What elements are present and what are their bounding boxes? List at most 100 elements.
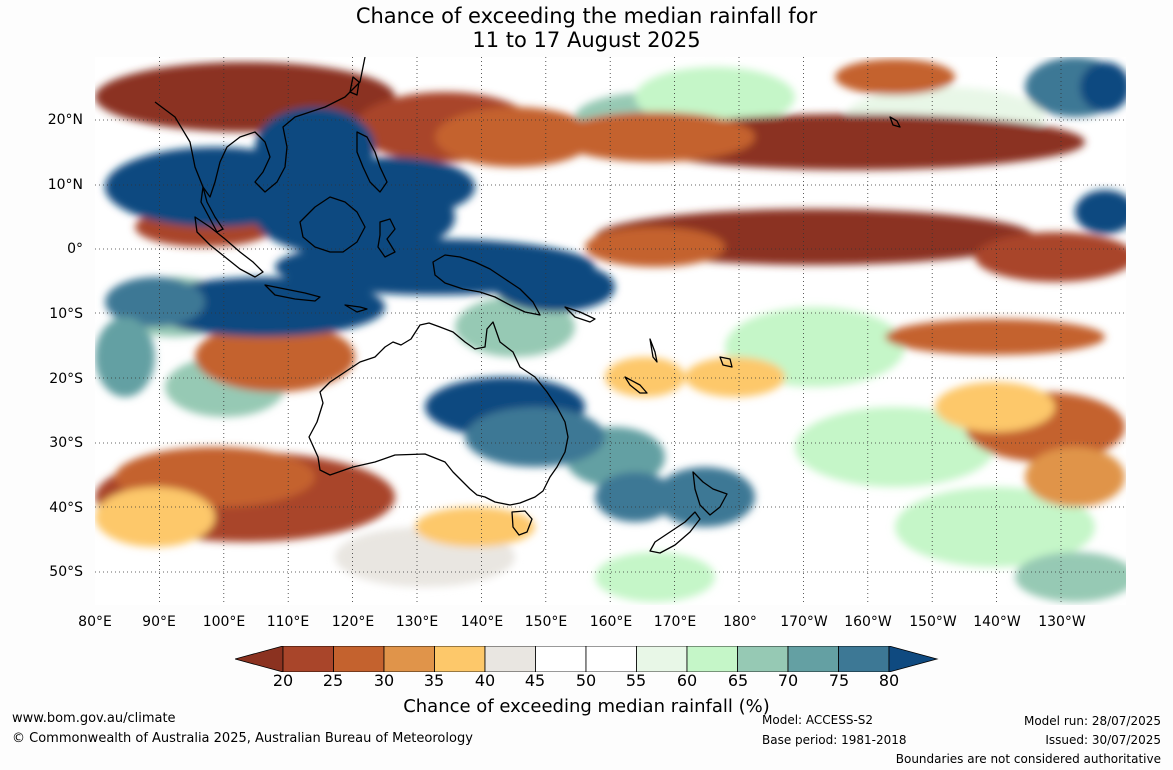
wet-patch bbox=[495, 262, 615, 312]
dry-patch bbox=[95, 487, 215, 547]
wet-patch bbox=[95, 317, 155, 397]
lon-label-130e: 130°E bbox=[395, 614, 439, 630]
colorbar-extend-low bbox=[233, 645, 284, 673]
fiji-coastline bbox=[719, 356, 733, 368]
colorbar-tick: 60 bbox=[676, 671, 698, 690]
colorbar-tick: 35 bbox=[423, 671, 445, 690]
colorbar-extend-high bbox=[888, 645, 939, 673]
colorbar-tick: 65 bbox=[727, 671, 749, 690]
lon-label-140w: 140°W bbox=[973, 614, 1021, 630]
lat-label-20n: 20°N bbox=[47, 112, 83, 128]
colorbar bbox=[233, 645, 940, 673]
dry-patch bbox=[195, 322, 355, 392]
lon-label-160e: 160°E bbox=[589, 614, 633, 630]
sumatra-coastline bbox=[194, 216, 264, 278]
lon-label-150w: 150°W bbox=[909, 614, 957, 630]
dry-patch bbox=[1025, 447, 1125, 507]
graticule bbox=[95, 57, 1126, 605]
colorbar-tick: 50 bbox=[575, 671, 597, 690]
colorbar-svg bbox=[233, 645, 939, 673]
lon-label-140e: 140°E bbox=[460, 614, 504, 630]
title-line-1: Chance of exceeding the median rainfall … bbox=[355, 4, 818, 28]
wet-patch bbox=[595, 472, 675, 522]
lon-label-100e: 100°E bbox=[202, 614, 246, 630]
java-coastline bbox=[264, 284, 321, 302]
dry-patch bbox=[415, 507, 535, 547]
lat-label-equator: 0° bbox=[67, 241, 83, 257]
borneo-coastline bbox=[299, 196, 366, 253]
timor-coastline bbox=[344, 304, 368, 313]
issued-text: Issued: 30/07/2025 bbox=[1045, 733, 1161, 747]
colorbar-swatch bbox=[686, 645, 738, 673]
lat-label-30s: 30°S bbox=[49, 435, 83, 451]
colorbar-swatch bbox=[838, 645, 890, 673]
dry-patch bbox=[935, 382, 1055, 432]
field-patch bbox=[895, 487, 1095, 567]
dry-patch bbox=[605, 357, 685, 397]
copyright-text: © Commonwealth of Australia 2025, Austra… bbox=[12, 731, 473, 746]
philippines-coastline bbox=[356, 131, 388, 193]
dry-patch bbox=[885, 319, 1105, 355]
vanuatu-coastline bbox=[649, 338, 658, 363]
field-patch bbox=[1015, 552, 1126, 602]
new-zealand-north-coastline bbox=[692, 471, 728, 516]
new-guinea-coastline bbox=[432, 254, 541, 316]
colorbar-swatch bbox=[787, 645, 839, 673]
lat-label-50s: 50°S bbox=[49, 564, 83, 580]
taiwan-coastline bbox=[349, 76, 360, 96]
colorbar-swatches bbox=[233, 645, 939, 673]
colorbar-tick: 55 bbox=[625, 671, 647, 690]
sulawesi-coastline bbox=[377, 218, 396, 258]
model-text: Model: ACCESS-S2 bbox=[762, 713, 874, 727]
colorbar-swatch bbox=[636, 645, 688, 673]
lon-label-170e: 170°E bbox=[653, 614, 697, 630]
colorbar-swatch bbox=[484, 645, 536, 673]
wet-patch bbox=[145, 277, 385, 337]
dry-patch bbox=[835, 59, 955, 95]
dry-patch bbox=[685, 357, 785, 397]
lon-label-130w: 130°W bbox=[1038, 614, 1086, 630]
lon-label-160w: 160°W bbox=[844, 614, 892, 630]
dry-patch bbox=[435, 107, 595, 167]
colorbar-swatch bbox=[282, 645, 334, 673]
model-run-text: Model run: 28/07/2025 bbox=[1023, 714, 1161, 728]
colorbar-swatch bbox=[333, 645, 385, 673]
colorbar-swatch bbox=[737, 645, 789, 673]
solomon-islands-coastline bbox=[564, 306, 596, 323]
lat-label-20s: 20°S bbox=[49, 371, 83, 387]
rainfall-field bbox=[95, 57, 1126, 602]
field-patch bbox=[1080, 62, 1126, 112]
colorbar-swatch bbox=[434, 645, 486, 673]
hawaii-coastline bbox=[889, 116, 901, 128]
base-period-text: Base period: 1981-2018 bbox=[762, 733, 907, 747]
colorbar-tick: 80 bbox=[878, 671, 900, 690]
australia-coastline bbox=[308, 321, 569, 506]
website-link[interactable]: www.bom.gov.au/climate bbox=[12, 711, 176, 726]
dry-patch bbox=[555, 112, 755, 162]
wet-patch bbox=[315, 157, 475, 217]
lon-label-110e: 110°E bbox=[266, 614, 310, 630]
dry-patch bbox=[975, 232, 1126, 282]
colorbar-swatch bbox=[383, 645, 435, 673]
colorbar-tick: 30 bbox=[373, 671, 395, 690]
wet-patch bbox=[105, 277, 205, 327]
map-title: Chance of exceeding the median rainfall … bbox=[0, 4, 1173, 52]
rainfall-map bbox=[95, 57, 1126, 605]
wet-patch bbox=[465, 407, 605, 467]
new-zealand-south-coastline bbox=[649, 511, 701, 554]
colorbar-tick: 70 bbox=[777, 671, 799, 690]
lat-label-40s: 40°S bbox=[49, 500, 83, 516]
colorbar-swatch bbox=[585, 645, 637, 673]
field-patch bbox=[635, 67, 795, 127]
rainfall-map-svg bbox=[95, 57, 1126, 605]
colorbar-tick: 75 bbox=[828, 671, 850, 690]
field-patch bbox=[595, 552, 715, 602]
lon-label-80e: 80°E bbox=[78, 614, 112, 630]
colorbar-tick: 25 bbox=[322, 671, 344, 690]
lon-label-150e: 150°E bbox=[524, 614, 568, 630]
field-patch bbox=[1075, 190, 1126, 234]
colorbar-tick: 45 bbox=[524, 671, 546, 690]
lon-label-90e: 90°E bbox=[142, 614, 176, 630]
colorbar-swatch bbox=[535, 645, 587, 673]
lat-label-10n: 10°N bbox=[47, 177, 83, 193]
